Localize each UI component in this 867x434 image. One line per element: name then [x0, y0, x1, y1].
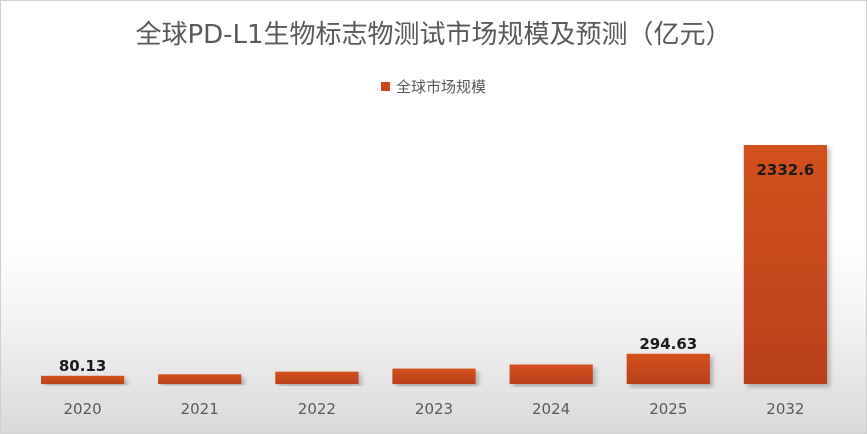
bar-2032: [743, 145, 827, 384]
legend-swatch: [380, 82, 390, 91]
chart-title: 全球PD-L1生物标志物测试市场规模及预测（亿元）: [135, 20, 732, 50]
legend: 全球市场规模: [0, 76, 867, 97]
bar-2021: [158, 374, 242, 384]
x-tick-label-2021: 2021: [181, 400, 219, 418]
x-tick-label-2025: 2025: [649, 400, 687, 418]
bar-2025: [626, 353, 710, 384]
x-tick-label-2032: 2032: [766, 400, 804, 418]
bar-2022: [275, 371, 359, 384]
x-tick-label-2020: 2020: [64, 400, 102, 418]
data-label-2020: 80.13: [59, 357, 106, 375]
data-label-2032: 2332.6: [756, 161, 814, 179]
data-label-2025: 294.63: [639, 335, 697, 353]
x-tick-label-2024: 2024: [532, 400, 570, 418]
legend-label: 全球市场规模: [395, 78, 486, 96]
x-tick-label-2023: 2023: [415, 400, 453, 418]
bar-2023: [392, 368, 476, 384]
x-tick-label-2022: 2022: [298, 400, 336, 418]
bar-2020: [41, 375, 125, 384]
bar-2024: [509, 364, 593, 384]
